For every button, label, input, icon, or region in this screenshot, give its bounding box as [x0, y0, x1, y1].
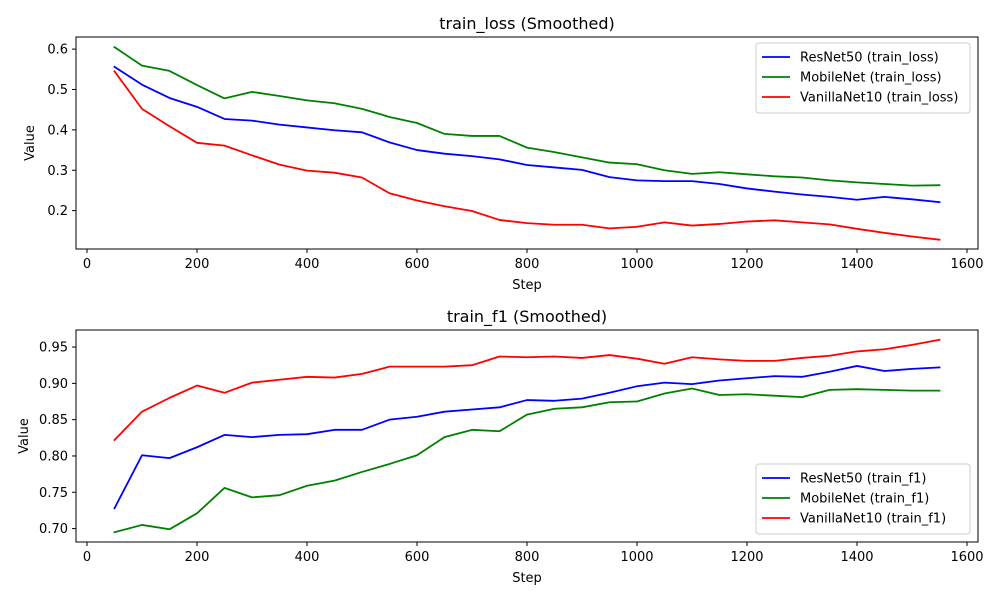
legend-entry: ResNet50 (train_loss): [800, 51, 939, 66]
x-axis-label: Step: [512, 278, 542, 293]
legend-entry: VanillaNet10 (train_loss): [800, 91, 958, 106]
legend: ResNet50 (train_loss) MobileNet (train_lo…: [755, 42, 971, 114]
train-f1-chart: train_f1 (Smoothed) 0 200 400 600 800 1000 120…: [17, 307, 984, 586]
axes-frame: [75, 36, 979, 250]
x-tick-label: 1400: [840, 550, 873, 565]
series-line-0: [113, 365, 941, 510]
x-tick-label: 800: [515, 257, 540, 272]
series-group: [113, 45, 941, 241]
chart-title: train_loss (Smoothed): [439, 14, 614, 34]
y-tick-label: 0.4: [47, 123, 68, 138]
x-tick-label: 1000: [620, 257, 653, 272]
series-line-1: [113, 387, 941, 534]
legend-frame: [755, 42, 971, 114]
x-tick-label: 1200: [730, 550, 763, 565]
y-axis-label: Value: [17, 418, 32, 454]
y-tick-label: 0.75: [39, 486, 68, 501]
y-tick-label: 0.6: [47, 43, 68, 58]
x-tick-label: 1200: [730, 257, 763, 272]
x-tick-label: 800: [515, 550, 540, 565]
x-tick-label: 1000: [620, 550, 653, 565]
legend-entry: VanillaNet10 (train_f1): [800, 512, 946, 527]
y-tick-label: 0.90: [39, 377, 68, 392]
legend-frame: [755, 463, 971, 535]
x-axis: 0 200 400 600 800 1000 1200 1400 1600: [83, 542, 984, 565]
legend-entry: MobileNet (train_f1): [800, 492, 929, 507]
y-tick-label: 0.70: [39, 522, 68, 537]
y-tick-label: 0.5: [47, 83, 68, 98]
y-tick-label: 0.80: [39, 449, 68, 464]
axes-frame: [75, 329, 979, 543]
x-axis: 0 200 400 600 800 1000 1200 1400 1600: [83, 249, 984, 272]
legend-entry: MobileNet (train_loss): [800, 71, 942, 86]
legend: ResNet50 (train_f1) MobileNet (train_f1) V…: [755, 463, 971, 535]
x-tick-label: 600: [405, 550, 430, 565]
x-tick-label: 0: [83, 550, 91, 565]
train-loss-chart: train_loss (Smoothed) 0 200 400 600 800 1000 1…: [23, 14, 984, 293]
chart-title: train_f1 (Smoothed): [447, 307, 607, 327]
series-line-2: [113, 70, 941, 241]
y-tick-label: 0.85: [39, 413, 68, 428]
y-tick-label: 0.3: [47, 164, 68, 179]
x-tick-label: 200: [185, 550, 210, 565]
x-tick-label: 0: [83, 257, 91, 272]
series-line-0: [113, 65, 941, 204]
x-tick-label: 400: [295, 257, 320, 272]
x-axis-label: Step: [512, 571, 542, 586]
series-line-2: [113, 338, 941, 442]
series-group: [113, 338, 941, 534]
x-tick-label: 600: [405, 257, 430, 272]
x-tick-label: 400: [295, 550, 320, 565]
legend-entry: ResNet50 (train_f1): [800, 472, 926, 487]
y-axis: 0.70 0.75 0.80 0.85 0.90 0.95: [39, 341, 76, 537]
y-axis: 0.2 0.3 0.4 0.5 0.6: [47, 43, 76, 219]
x-tick-label: 1600: [950, 550, 983, 565]
series-line-1: [113, 45, 941, 187]
y-axis-label: Value: [23, 125, 38, 161]
y-tick-label: 0.2: [47, 204, 68, 219]
x-tick-label: 1400: [840, 257, 873, 272]
x-tick-label: 200: [185, 257, 210, 272]
x-tick-label: 1600: [950, 257, 983, 272]
y-tick-label: 0.95: [39, 341, 68, 356]
